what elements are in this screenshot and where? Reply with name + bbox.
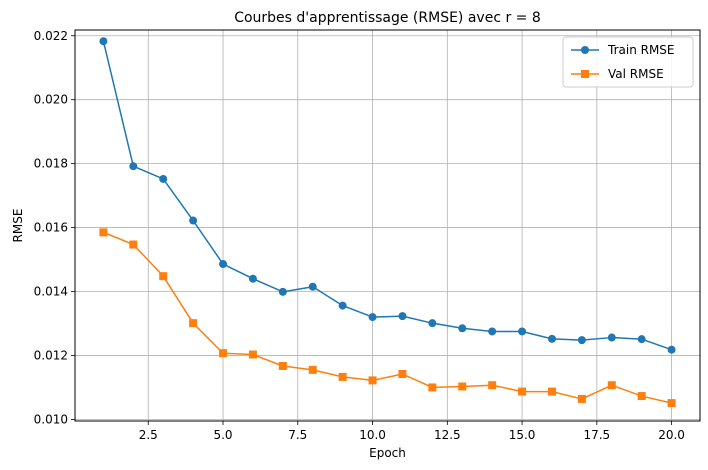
y-tick-label: 0.016 [34,221,68,235]
data-point-train [488,327,497,336]
y-tick-label: 0.020 [34,93,68,107]
data-point-val [129,240,138,249]
data-point-val [159,272,168,281]
data-point-val [189,319,198,328]
y-tick-label: 0.018 [34,157,68,171]
data-point-train [518,327,527,336]
data-point-val [577,394,586,403]
series-layer [99,37,676,408]
plot-frame [74,29,701,422]
x-tick-label: 5.0 [213,428,232,442]
legend-marker-train [581,46,589,54]
x-tick-label: 12.5 [434,428,461,442]
data-point-val [637,392,646,401]
data-point-train [577,336,586,345]
data-point-train [607,333,616,342]
data-point-train [308,282,317,291]
data-point-train [338,301,347,310]
data-point-val [667,399,676,408]
legend-marker-val [581,70,589,78]
data-point-train [667,345,676,354]
y-tick-label: 0.010 [34,412,68,426]
series-line-train [102,41,672,351]
data-point-val [308,365,317,374]
data-point-train [428,319,437,328]
y-tick-label: 0.014 [34,285,68,299]
x-tick-label: 17.5 [583,428,610,442]
data-point-train [248,274,257,283]
data-point-val [547,387,556,396]
data-point-val [368,376,377,385]
data-point-train [398,312,407,321]
data-point-val [99,228,108,237]
data-point-val [219,349,228,358]
x-axis-label: Epoch [369,446,406,460]
data-point-val [428,383,437,392]
chart-title: Courbes d'apprentissage (RMSE) avec r = … [234,10,541,26]
data-point-val [607,381,616,390]
data-point-train [637,335,646,344]
data-point-train [129,162,138,171]
x-tick-label: 2.5 [139,428,158,442]
legend-label-train: Train RMSE [607,43,675,57]
data-point-train [547,334,556,343]
grid-layer [75,30,700,421]
y-axis-label: RMSE [11,209,25,243]
data-point-val [248,350,257,359]
data-point-train [159,174,168,183]
data-point-train [219,260,228,269]
series-line-val [103,231,672,404]
data-point-val [338,372,347,381]
data-point-train [189,216,198,225]
x-tick-label: 10.0 [359,428,386,442]
data-point-train [278,287,287,296]
x-tick-label: 7.5 [288,428,307,442]
legend: Train RMSE Val RMSE [562,36,694,88]
data-point-val [398,370,407,379]
data-point-val [518,387,527,396]
data-point-train [368,313,377,322]
x-tick-label: 20.0 [658,428,685,442]
data-point-val [278,362,287,371]
data-point-train [99,37,108,46]
legend-label-val: Val RMSE [608,67,664,81]
x-tick-label: 15.0 [509,428,536,442]
data-point-train [458,324,467,333]
data-point-val [488,381,497,390]
data-point-val [458,382,467,391]
y-tick-label: 0.012 [34,348,68,362]
y-tick-label: 0.022 [34,29,68,43]
ticks-layer: 2.5 5.0 7.5 10.0 12.5 15.0 17.5 20.0 0.010 0.012 0… [34,29,685,442]
